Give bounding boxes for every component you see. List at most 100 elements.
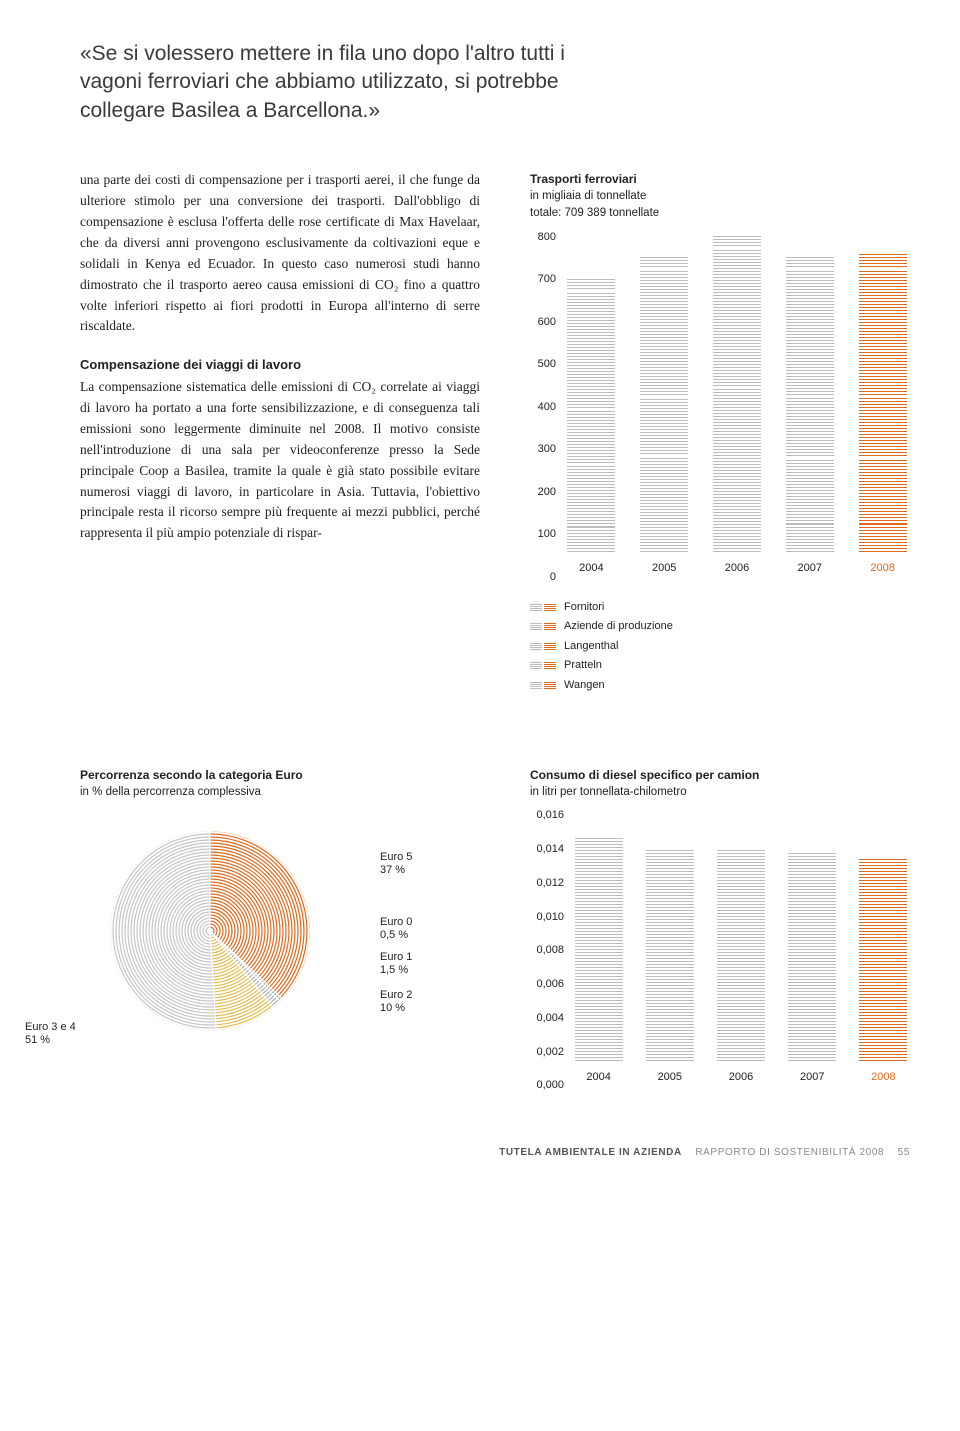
chart1-ytick: 200 [538,483,556,500]
legend-item: Pratteln [530,657,910,674]
chart2-bar: 2005 [643,850,696,1085]
chart1-segment [713,246,761,386]
chart1-segment [640,255,688,268]
pie-chart-section: Percorrenza secondo la categoria Euro in… [80,766,480,1085]
chart1-bar: 2007 [782,255,837,577]
paragraph-2: La compensazione sistematica delle emiss… [80,377,480,544]
chart1-xlabel: 2007 [798,560,822,577]
chart2-bar-rect [575,838,623,1061]
chart2-xlabel: 2006 [729,1069,753,1086]
chart1-stacked-bar: 8007006005004003002001000 20042005200620… [530,237,910,577]
chart1-segment [859,456,907,524]
pie-label: Euro 3 e 451 % [25,1021,76,1047]
pie-title: Percorrenza secondo la categoria Euro [80,766,480,784]
chart1-ytick: 500 [538,356,556,373]
lower-columns: Percorrenza secondo la categoria Euro in… [80,766,910,1085]
upper-columns: una parte dei costi di compensazione per… [80,170,910,696]
chart1-segment [640,395,688,455]
chart1-segment [640,267,688,395]
legend-item: Langenthal [530,638,910,655]
chart1-ytick: 100 [538,526,556,543]
chart1-ytick: 300 [538,441,556,458]
chart2-ytick: 0,002 [536,1043,564,1060]
chart1-segment [786,524,834,552]
chart1-ytick: 600 [538,313,556,330]
footer-report: RAPPORTO DI SOSTENIBILITÀ 2008 [695,1147,884,1158]
pie-label: Euro 11,5 % [380,951,412,977]
chart2-bar: 2004 [572,838,625,1085]
chart1-subtitle1: in migliaia di tonnellate [530,188,910,205]
chart2-ytick: 0,012 [536,875,564,892]
chart1-segment [786,456,834,524]
chart1-segment [859,250,907,267]
pie-subtitle: in % della percorrenza complessiva [80,784,480,801]
chart2-ytick: 0,014 [536,841,564,858]
pie-label: Euro 210 % [380,989,412,1015]
chart2-title: Consumo di diesel specifico per camion [530,766,910,784]
chart2-ytick: 0,000 [536,1077,564,1094]
chart2-bar: 0,0160,0140,0120,0100,0080,0060,0040,002… [530,815,910,1085]
chart1-ytick: 0 [550,568,556,585]
chart2-xlabel: 2008 [871,1069,895,1086]
chart2-bar-rect [788,852,836,1061]
chart1-xlabel: 2005 [652,560,676,577]
chart2-ytick: 0,010 [536,908,564,925]
pie-svg [100,821,320,1041]
chart1-segment [567,408,615,463]
chart1-bar: 2006 [710,233,765,576]
chart1-segment [713,386,761,450]
chart1-segment [713,450,761,522]
chart2-bar: 2007 [786,852,839,1086]
pie-wrap: Euro 537 % Euro 00,5 % Euro 11,5 % Euro 210… [80,821,480,1081]
chart2-ytick: 0,016 [536,807,564,824]
chart1-segment [859,267,907,395]
chart1-xlabel: 2004 [579,560,603,577]
legend-item: Aziende di produzione [530,618,910,635]
chart2-bar-rect [717,850,765,1061]
pie-slice [110,831,216,1031]
chart2-ytick: 0,006 [536,976,564,993]
diesel-chart-section: Consumo di diesel specifico per camion i… [530,766,910,1085]
chart2-xlabel: 2005 [658,1069,682,1086]
chart1-ytick: 800 [538,228,556,245]
chart1-segment [713,522,761,552]
chart2-bar-rect [859,858,907,1061]
footer-page: 55 [898,1147,910,1158]
chart2-bar: 2006 [714,850,767,1085]
chart1-segment [786,267,834,395]
chart2-xlabel: 2004 [586,1069,610,1086]
pie-label: Euro 537 % [380,851,412,877]
chart1-segment [567,276,615,289]
chart1-xlabel: 2008 [870,560,894,577]
chart1-ytick: 400 [538,398,556,415]
pie-label: Euro 00,5 % [380,916,412,942]
chart1-xlabel: 2006 [725,560,749,577]
legend-item: Wangen [530,677,910,694]
legend-item: Fornitori [530,599,910,616]
chart1-bar: 2008 [855,250,910,576]
chart2-subtitle: in litri per tonnellata-chilometro [530,784,910,801]
chart2-bar: 2008 [857,858,910,1085]
chart1-legend: Fornitori Aziende di produzione Langenthal… [530,599,910,694]
paragraph-1: una parte dei costi di compensazione per… [80,170,480,337]
chart2-ytick: 0,008 [536,942,564,959]
chart1-segment [859,395,907,457]
chart1-segment [786,255,834,268]
chart1-title: Trasporti ferroviari [530,170,910,188]
chart1-bar: 2004 [564,276,619,577]
chart1-ytick: 700 [538,271,556,288]
footer-section: TUTELA AMBIENTALE IN AZIENDA [499,1147,682,1158]
page-footer: TUTELA AMBIENTALE IN AZIENDA RAPPORTO DI… [80,1145,910,1160]
chart2-bar-rect [646,850,694,1061]
chart1-subtitle2: totale: 709 389 tonnellate [530,205,910,222]
chart1-bar: 2005 [637,255,692,577]
chart1-segment [713,233,761,246]
pull-quote: «Se si volessero mettere in fila uno dop… [80,40,600,125]
rail-chart-column: Trasporti ferroviari in migliaia di tonn… [530,170,910,696]
chart1-segment [640,522,688,552]
subheading-compensazione: Compensazione dei viaggi di lavoro [80,355,480,375]
body-text-column: una parte dei costi di compensazione per… [80,170,480,696]
chart1-segment [786,395,834,457]
chart1-segment [640,454,688,522]
chart1-segment [859,524,907,552]
